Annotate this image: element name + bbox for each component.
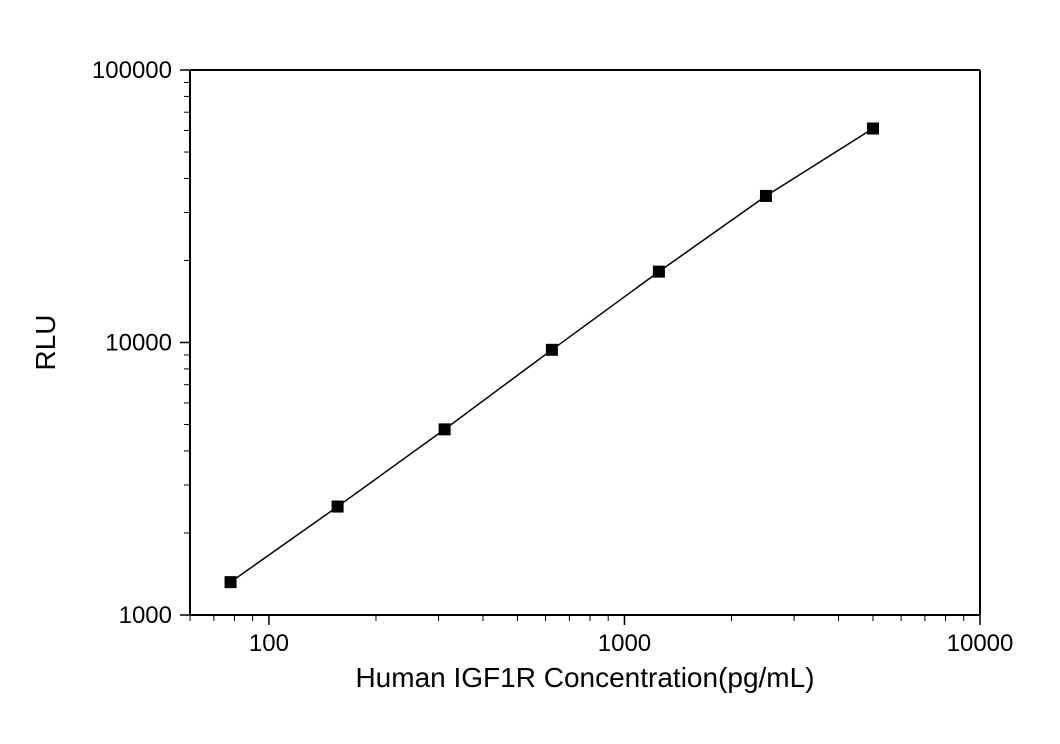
chart-svg: 100 1000 10000 1000 10000 100000 Human IGF1R C… [0,0,1060,744]
data-marker [332,501,343,512]
x-tick-label: 100 [249,630,289,657]
x-tick-label: 10000 [947,630,1014,657]
data-marker [225,577,236,588]
y-tick-label: 100000 [92,57,172,84]
x-axis-title: Human IGF1R Concentration(pg/mL) [355,662,814,693]
y-tick-label: 10000 [105,330,172,357]
chart-container: 100 1000 10000 1000 10000 100000 Human IGF1R C… [0,0,1060,744]
y-tick-label: 1000 [119,602,172,629]
data-marker [439,424,450,435]
data-marker [653,266,664,277]
x-tick-label: 1000 [598,630,651,657]
y-axis-title: RLU [30,314,61,370]
data-marker [546,344,557,355]
data-marker [760,190,771,201]
data-marker [867,123,878,134]
